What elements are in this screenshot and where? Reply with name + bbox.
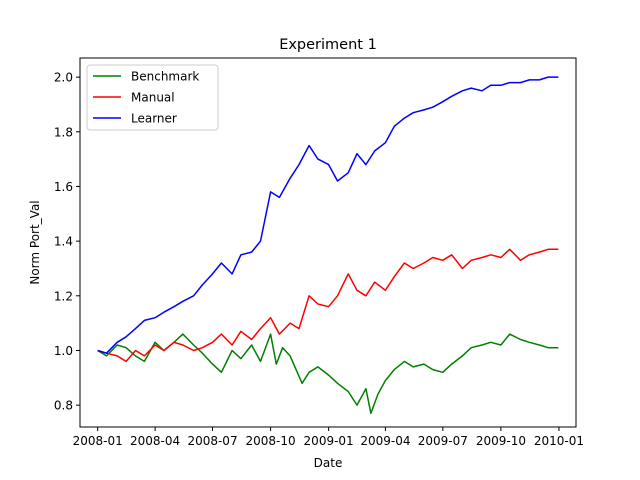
y-tick-label: 1.8 bbox=[54, 125, 73, 139]
x-axis-label: Date bbox=[314, 456, 343, 470]
legend: Benchmark Manual Learner bbox=[86, 64, 219, 131]
y-tick-label: 1.2 bbox=[54, 289, 73, 303]
x-tick-label: 2009-01 bbox=[304, 434, 354, 448]
x-tick-label: 2010-01 bbox=[534, 434, 584, 448]
y-tick-label: 0.8 bbox=[54, 399, 73, 413]
x-axis: 2008-01 2008-04 2008-07 2008-10 2009-01 2009-… bbox=[73, 427, 584, 448]
x-tick-label: 2008-10 bbox=[246, 434, 296, 448]
chart-title: Experiment 1 bbox=[279, 37, 377, 53]
series-layer bbox=[97, 76, 559, 415]
series-line-manual bbox=[97, 248, 559, 363]
x-tick-label: 2008-04 bbox=[130, 434, 180, 448]
legend-box bbox=[86, 64, 219, 131]
y-tick-label: 1.4 bbox=[54, 235, 73, 249]
x-tick-label: 2009-04 bbox=[360, 434, 410, 448]
y-tick-label: 1.6 bbox=[54, 180, 73, 194]
x-tick-label: 2008-01 bbox=[73, 434, 123, 448]
legend-label-learner: Learner bbox=[131, 112, 177, 126]
x-tick-label: 2008-07 bbox=[187, 434, 237, 448]
series-line-benchmark bbox=[97, 333, 559, 415]
y-tick-label: 1.0 bbox=[54, 344, 73, 358]
legend-label-manual: Manual bbox=[131, 91, 175, 105]
y-tick-label: 2.0 bbox=[54, 71, 73, 85]
series-line-learner bbox=[97, 76, 559, 354]
legend-label-benchmark: Benchmark bbox=[131, 70, 199, 84]
y-axis-label: Norm Port_Val bbox=[28, 200, 42, 284]
plot-frame bbox=[79, 57, 577, 428]
y-axis: 0.8 1.0 1.2 1.4 1.6 1.8 2.0 bbox=[54, 71, 80, 413]
x-tick-label: 2009-10 bbox=[476, 434, 526, 448]
x-tick-label: 2009-07 bbox=[418, 434, 468, 448]
